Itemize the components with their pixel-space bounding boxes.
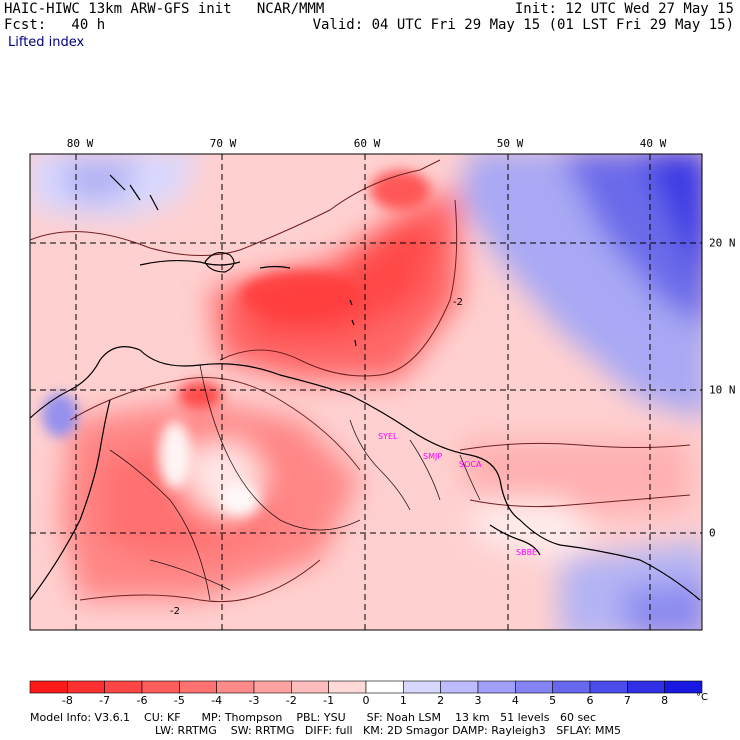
model-info-line2: LW: RRTMG SW: RRTMG DIFF: full KM: 2D Sm… (155, 724, 621, 737)
country-borders (109, 364, 481, 601)
colorbar-swatch (440, 680, 479, 694)
colorbar-tick-label: -5 (173, 694, 185, 707)
lon-label-50w: 50 W (496, 137, 524, 150)
colorbar-swatch (328, 680, 367, 694)
map-frame (29, 153, 703, 631)
colorbar-tick-label: 3 (474, 694, 482, 707)
colorbar-swatch (627, 680, 665, 694)
colorbar-tick-label: 8 (661, 694, 669, 707)
colorbar-swatch (515, 680, 553, 694)
colorbar-tick-label: 6 (586, 694, 594, 707)
colorbar-swatch (291, 680, 329, 694)
lat-label-10n: 10 N (709, 383, 736, 397)
lon-label-60w: 60 W (353, 137, 381, 150)
colorbar-unit: °C (696, 692, 708, 703)
colorbar-tick-label: -6 (136, 694, 148, 707)
lat-label-equator: 0 (709, 526, 716, 540)
colorbar-swatch (664, 680, 703, 694)
contour-labels: -2 -2 (170, 297, 463, 617)
colorbar-tick-label: -7 (99, 694, 111, 707)
colorbar-tick-label: 5 (549, 694, 557, 707)
colorbar-swatch (29, 680, 68, 694)
contour-label: -2 (453, 297, 463, 308)
colorbar-swatch (216, 680, 255, 694)
lat-label-20n: 20 N (709, 236, 736, 250)
station-label-soca: SOCA (459, 460, 482, 469)
valid-time: Valid: 04 UTC Fri 29 May 15 (01 LST Fri … (312, 17, 734, 33)
lon-label-70w: 70 W (209, 137, 237, 150)
colorbar-swatch (253, 680, 292, 694)
coastlines (30, 174, 701, 601)
colorbar-swatch (104, 680, 143, 694)
colorbar-swatch (67, 680, 105, 694)
colorbar-swatch (477, 680, 516, 694)
colorbar-tick-label: -8 (61, 694, 73, 707)
colorbar-swatch (365, 680, 404, 694)
colorbar-tick-label: 2 (437, 694, 445, 707)
model-info-line1: Model Info: V3.6.1 CU: KF MP: Thompson P… (30, 711, 597, 724)
forecast-hour: Fcst: 40 h (4, 17, 106, 33)
colorbar-tick-label: -3 (248, 694, 260, 707)
init-time: Init: 12 UTC Wed 27 May 15 (514, 1, 734, 17)
contour-label: -2 (170, 606, 180, 617)
model-title: HAIC-HIWC 13km ARW-GFS init NCAR/MMM Fcst… (4, 1, 324, 33)
colorbar-tick-label: -4 (211, 694, 223, 707)
station-label-smjp: SMJP (423, 452, 443, 461)
colorbar-tick-label: -2 (285, 694, 297, 707)
graticule (30, 154, 702, 630)
colorbar-tick-label: -1 (323, 694, 335, 707)
lon-label-40w: 40 W (639, 137, 667, 150)
contour-lines (30, 159, 691, 603)
colorbar-swatch (403, 680, 441, 694)
field-name: Lifted index (8, 35, 85, 50)
station-label-syel: SYEL (378, 432, 398, 441)
station-label-sbbe: SBBE (516, 548, 538, 557)
colorbar-swatch (179, 680, 217, 694)
colorbar-swatch (141, 680, 180, 694)
shaded-field (30, 154, 702, 630)
colorbar-tick-label: 1 (399, 694, 407, 707)
model-line: HAIC-HIWC 13km ARW-GFS init NCAR/MMM (4, 1, 325, 17)
colorbar-tick-label: 7 (623, 694, 631, 707)
colorbar-tick-label: 4 (511, 694, 519, 707)
init-valid-times: Init: 12 UTC Wed 27 May 15 Valid: 04 UTC … (313, 1, 734, 33)
lon-label-80w: 80 W (66, 137, 94, 150)
colorbar (29, 680, 703, 694)
colorbar-tick-label: 0 (362, 694, 370, 707)
colorbar-swatch (552, 680, 591, 694)
colorbar-swatch (589, 680, 628, 694)
